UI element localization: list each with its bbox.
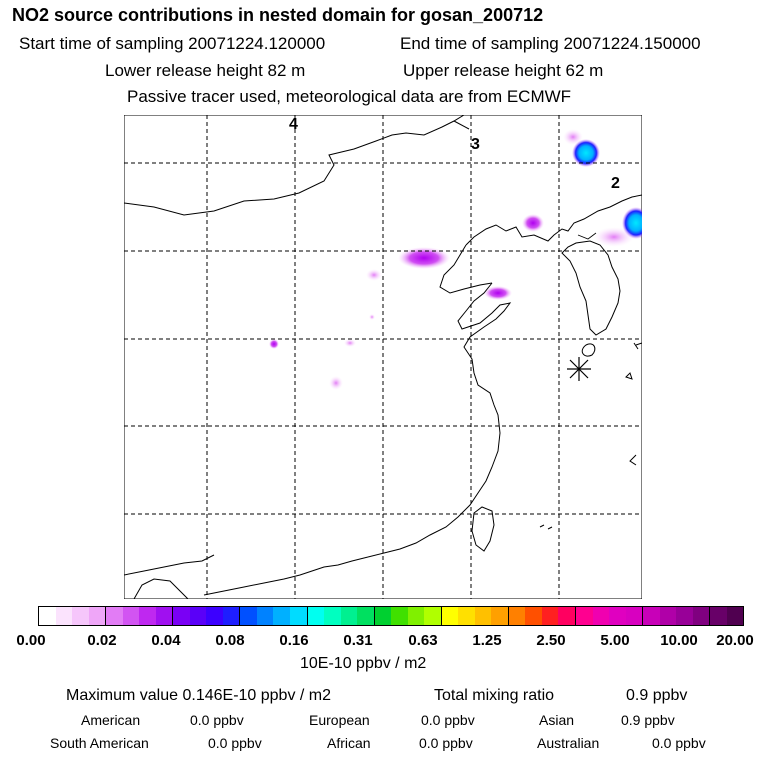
colorbar-swatch [122, 607, 140, 625]
colorbar-swatch [340, 607, 358, 625]
colorbar-swatch [240, 607, 257, 625]
grid-label-3: 3 [471, 136, 480, 153]
colorbar-swatch [155, 607, 174, 625]
colorbar-swatch [357, 607, 375, 625]
american-value: 0.0 ppbv [190, 712, 244, 728]
end-time-label: End time of sampling 20071224.150000 [400, 34, 701, 53]
australian-value: 0.0 ppbv [652, 735, 706, 751]
colorbar-swatch [374, 607, 392, 625]
colorbar-tick: 0.04 [151, 632, 181, 649]
colorbar-tick: 1.25 [472, 632, 502, 649]
colorbar-swatch [88, 607, 107, 625]
colorbar-swatch [424, 607, 442, 625]
lat-lon-grid [124, 115, 642, 599]
colorbar-swatch [676, 607, 693, 625]
colorbar-swatch [55, 607, 73, 625]
grid-label-2: 2 [611, 175, 620, 192]
upper-release-label: Upper release height 62 m [403, 61, 604, 80]
colorbar-swatch [458, 607, 475, 625]
colorbar [38, 606, 744, 626]
colorbar-tick: 0.02 [87, 632, 117, 649]
colorbar-tick: 0.63 [408, 632, 438, 649]
colorbar-tick: 0.00 [16, 632, 46, 649]
colorbar-swatch [441, 607, 459, 625]
colorbar-tick: 0.31 [343, 632, 373, 649]
colorbar-swatch [307, 607, 325, 625]
south-american-value: 0.0 ppbv [208, 735, 262, 751]
colorbar-swatch [525, 607, 542, 625]
page-title: NO2 source contributions in nested domai… [12, 5, 544, 25]
south-american-label: South American [50, 735, 149, 751]
colorbar-swatch [173, 607, 190, 625]
african-label: African [327, 735, 371, 751]
colorbar-swatch [726, 607, 744, 625]
country-borders [577, 232, 597, 240]
european-label: European [309, 712, 370, 728]
asian-label: Asian [539, 712, 575, 728]
colorbar-swatch [659, 607, 677, 625]
lower-release-label: Lower release height 82 m [105, 61, 306, 80]
colorbar-swatch [72, 607, 89, 625]
australian-label: Australian [537, 735, 600, 751]
colorbar-tick: 5.00 [600, 632, 630, 649]
colorbar-swatch [643, 607, 660, 625]
colorbar-swatch [222, 607, 241, 625]
colorbar-swatch [625, 607, 644, 625]
total-mixing-value: 0.9 ppbv [626, 687, 688, 704]
colorbar-tick: 20.00 [716, 632, 754, 649]
colorbar-swatch [391, 607, 408, 625]
coastlines [124, 115, 642, 599]
colorbar-swatch [106, 607, 123, 625]
colorbar-swatch [324, 607, 341, 625]
receptor-asterisk-icon [567, 357, 591, 381]
colorbar-swatch [710, 607, 727, 625]
colorbar-swatch [139, 607, 156, 625]
tracer-note: Passive tracer used, meteorological data… [127, 87, 572, 106]
tracer-plumes [269, 129, 642, 390]
colorbar-swatch [289, 607, 308, 625]
colorbar-tick: 2.50 [536, 632, 566, 649]
colorbar-swatch [407, 607, 425, 625]
colorbar-swatch [491, 607, 509, 625]
total-mixing-label: Total mixing ratio [434, 687, 555, 704]
colorbar-swatch [273, 607, 290, 625]
colorbar-swatch [474, 607, 492, 625]
colorbar-swatch [39, 607, 56, 625]
colorbar-swatch [692, 607, 711, 625]
max-value-label: Maximum value 0.146E-10 ppbv / m2 [66, 687, 332, 704]
colorbar-swatch [609, 607, 626, 625]
colorbar-units: 10E-10 ppbv / m2 [300, 655, 427, 672]
colorbar-swatch [592, 607, 610, 625]
colorbar-swatch [558, 607, 576, 625]
asian-value: 0.9 ppbv [621, 712, 675, 728]
colorbar-swatch [189, 607, 207, 625]
grid-label-4: 4 [289, 116, 298, 133]
map-panel: 4 3 2 [124, 115, 642, 599]
colorbar-swatch [206, 607, 223, 625]
colorbar-tick: 0.16 [279, 632, 309, 649]
colorbar-tick: 0.08 [215, 632, 245, 649]
start-time-label: Start time of sampling 20071224.120000 [19, 34, 326, 53]
colorbar-swatch [541, 607, 559, 625]
colorbar-tick: 10.00 [660, 632, 698, 649]
colorbar-swatch [508, 607, 526, 625]
american-label: American [81, 712, 141, 728]
european-value: 0.0 ppbv [421, 712, 475, 728]
colorbar-swatch [576, 607, 593, 625]
african-value: 0.0 ppbv [419, 735, 473, 751]
colorbar-swatch [256, 607, 274, 625]
